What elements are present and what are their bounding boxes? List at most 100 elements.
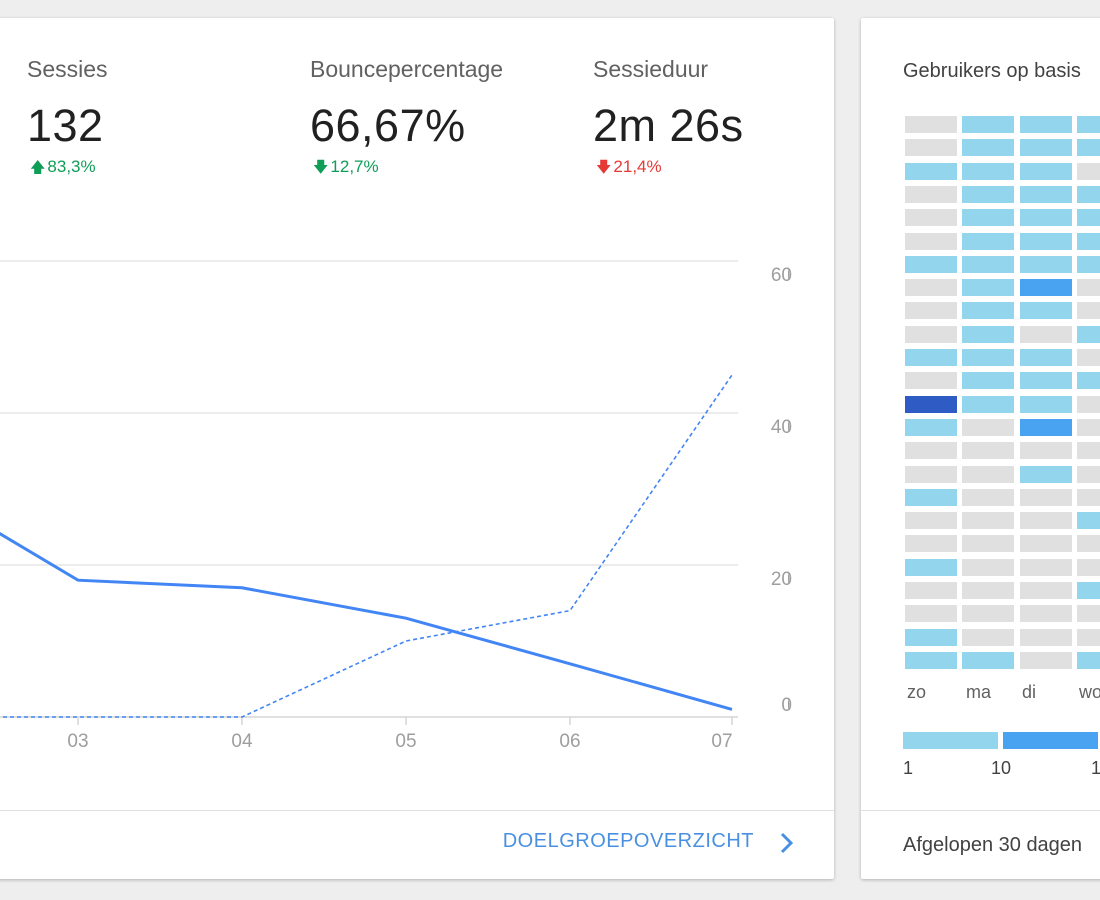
heatmap-cell[interactable]	[1020, 465, 1072, 483]
heatmap-cell[interactable]	[1077, 628, 1100, 646]
date-range-selector[interactable]: Afgelopen 30 dagen	[903, 834, 1083, 856]
heatmap-cell[interactable]	[1077, 349, 1100, 366]
heatmap-cell[interactable]	[1020, 279, 1072, 297]
heatmap-cell[interactable]	[1077, 372, 1100, 390]
heatmap-cell[interactable]	[962, 582, 1014, 599]
heatmap-cell[interactable]	[1020, 442, 1072, 460]
heatmap-cell[interactable]	[1077, 302, 1100, 320]
heatmap-cell[interactable]	[1077, 325, 1100, 343]
heatmap-cell[interactable]	[962, 255, 1014, 273]
heatmap-cell[interactable]	[905, 558, 957, 576]
heatmap-cell[interactable]	[962, 535, 1014, 553]
heatmap-cell[interactable]	[962, 465, 1014, 483]
heatmap-cell[interactable]	[962, 279, 1014, 297]
heatmap-cell[interactable]	[1077, 442, 1100, 460]
heatmap-cell[interactable]	[1020, 488, 1072, 506]
heatmap-cell[interactable]	[1077, 582, 1100, 599]
heatmap-cell[interactable]	[962, 605, 1014, 623]
heatmap-cell[interactable]	[1020, 582, 1072, 599]
heatmap-cell[interactable]	[962, 488, 1014, 506]
heatmap-cell[interactable]	[962, 442, 1014, 460]
heatmap-cell[interactable]	[1077, 418, 1100, 436]
heatmap-cell[interactable]	[1077, 651, 1100, 669]
heatmap-cell[interactable]	[1020, 232, 1072, 250]
heatmap-cell[interactable]	[905, 418, 957, 436]
heatmap-cell[interactable]	[905, 395, 957, 413]
heatmap-cell[interactable]	[905, 209, 957, 227]
heatmap-cell[interactable]	[905, 535, 957, 553]
heatmap-cell[interactable]	[1077, 185, 1100, 203]
heatmap-cell[interactable]	[1077, 232, 1100, 250]
heatmap-cell[interactable]	[962, 209, 1014, 227]
heatmap-cell[interactable]	[1020, 372, 1072, 390]
heatmap-cell[interactable]	[1077, 279, 1100, 297]
heatmap-cell[interactable]	[962, 372, 1014, 390]
heatmap-cell[interactable]	[905, 488, 957, 506]
heatmap-cell[interactable]	[962, 651, 1014, 669]
heatmap-cell[interactable]	[1020, 535, 1072, 553]
heatmap-cell[interactable]	[905, 302, 957, 320]
heatmap-cell[interactable]	[962, 116, 1014, 133]
heatmap-cell[interactable]	[1077, 255, 1100, 273]
heatmap-cell[interactable]	[1020, 651, 1072, 669]
heatmap-cell[interactable]	[905, 582, 957, 599]
heatmap-cell[interactable]	[1077, 535, 1100, 553]
heatmap-cell[interactable]	[1020, 209, 1072, 227]
heatmap-cell[interactable]	[905, 628, 957, 646]
heatmap-cell[interactable]	[1077, 605, 1100, 623]
heatmap-cell[interactable]	[1020, 395, 1072, 413]
heatmap-cell[interactable]	[1020, 605, 1072, 623]
heatmap-cell[interactable]	[905, 372, 957, 390]
heatmap-cell[interactable]	[962, 139, 1014, 157]
heatmap-cell[interactable]	[905, 139, 957, 157]
heatmap-cell[interactable]	[1020, 162, 1072, 180]
heatmap-cell[interactable]	[1020, 255, 1072, 273]
heatmap-cell[interactable]	[1020, 418, 1072, 436]
heatmap-cell[interactable]	[905, 255, 957, 273]
heatmap-cell[interactable]	[962, 232, 1014, 250]
heatmap-cell[interactable]	[905, 512, 957, 530]
heatmap-cell[interactable]	[1020, 325, 1072, 343]
heatmap-cell[interactable]	[1077, 209, 1100, 227]
heatmap-cell[interactable]	[1020, 349, 1072, 366]
heatmap-cell[interactable]	[962, 302, 1014, 320]
heatmap-cell[interactable]	[962, 185, 1014, 203]
heatmap-cell[interactable]	[962, 418, 1014, 436]
heatmap-cell[interactable]	[905, 279, 957, 297]
heatmap-cell[interactable]	[905, 442, 957, 460]
heatmap-cell[interactable]	[1020, 302, 1072, 320]
heatmap-cell[interactable]	[1077, 395, 1100, 413]
heatmap-cell[interactable]	[1020, 139, 1072, 157]
heatmap-cell[interactable]	[962, 395, 1014, 413]
heatmap-cell[interactable]	[905, 116, 957, 133]
audience-overview-link[interactable]: DOELGROEPOVERZICHT	[502, 830, 754, 852]
heatmap-cell[interactable]	[905, 349, 957, 366]
heatmap-cell[interactable]	[962, 349, 1014, 366]
heatmap-cell[interactable]	[1020, 512, 1072, 530]
heatmap-cell[interactable]	[1020, 628, 1072, 646]
heatmap-cell[interactable]	[1077, 139, 1100, 157]
heatmap-cell[interactable]	[1077, 488, 1100, 506]
heatmap-cell[interactable]	[1077, 512, 1100, 530]
heatmap-cell[interactable]	[1020, 116, 1072, 133]
heatmap-cell[interactable]	[962, 628, 1014, 646]
heatmap-cell[interactable]	[962, 162, 1014, 180]
heatmap-cell[interactable]	[962, 512, 1014, 530]
heatmap-cell[interactable]	[905, 605, 957, 623]
heatmap-cell[interactable]	[905, 185, 957, 203]
heatmap-cell[interactable]	[905, 325, 957, 343]
chevron-right-icon[interactable]	[778, 831, 796, 860]
legend-swatch-low	[903, 732, 998, 749]
heatmap-cell[interactable]	[1020, 185, 1072, 203]
heatmap-cell[interactable]	[905, 651, 957, 669]
heatmap-cell[interactable]	[1077, 116, 1100, 133]
heatmap-cell[interactable]	[1077, 162, 1100, 180]
heatmap-cell[interactable]	[1020, 558, 1072, 576]
heatmap-cell[interactable]	[1077, 558, 1100, 576]
heatmap-cell[interactable]	[1077, 465, 1100, 483]
heatmap-cell[interactable]	[905, 162, 957, 180]
heatmap-cell[interactable]	[962, 325, 1014, 343]
heatmap-cell[interactable]	[962, 558, 1014, 576]
heatmap-cell[interactable]	[905, 465, 957, 483]
heatmap-cell[interactable]	[905, 232, 957, 250]
